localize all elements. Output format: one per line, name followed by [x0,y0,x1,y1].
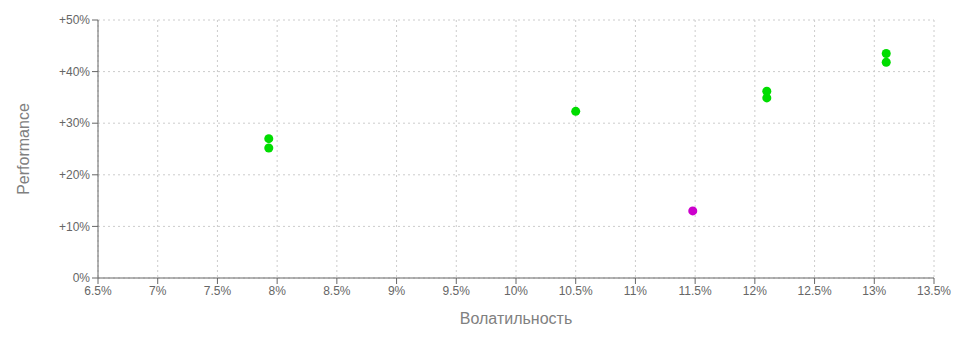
svg-text:10.5%: 10.5% [559,284,593,298]
svg-text:+10%: +10% [59,220,90,234]
svg-text:+40%: +40% [59,65,90,79]
svg-text:11%: 11% [624,284,647,298]
svg-text:0%: 0% [73,271,91,285]
svg-text:+50%: +50% [59,13,90,27]
svg-text:6.5%: 6.5% [84,284,112,298]
svg-text:+30%: +30% [59,116,90,130]
svg-text:9%: 9% [388,284,406,298]
svg-text:11.5%: 11.5% [679,284,712,298]
svg-text:9.5%: 9.5% [443,284,471,298]
svg-text:12.5%: 12.5% [798,284,832,298]
svg-text:7.5%: 7.5% [204,284,232,298]
svg-text:Performance: Performance [15,103,32,195]
svg-text:7%: 7% [149,284,167,298]
svg-text:8%: 8% [268,284,286,298]
svg-text:12%: 12% [743,284,767,298]
svg-text:10%: 10% [504,284,528,298]
svg-text:13.5%: 13.5% [917,284,951,298]
svg-text:13%: 13% [862,284,886,298]
svg-text:Волатильность: Волатильность [460,310,572,327]
svg-text:8.5%: 8.5% [323,284,351,298]
svg-text:+20%: +20% [59,168,90,182]
